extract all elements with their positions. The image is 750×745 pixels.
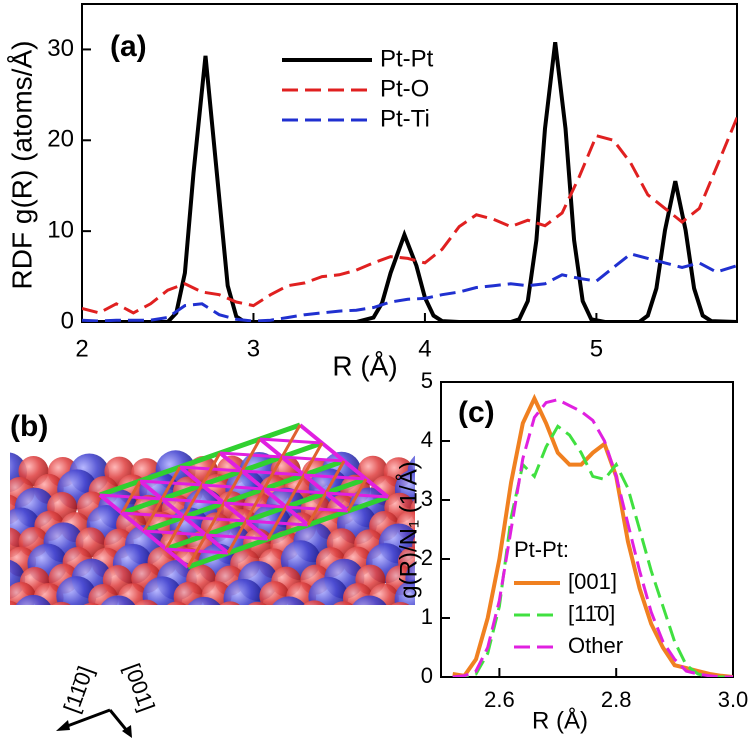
atom: [10, 600, 19, 605]
lattice-bond: [324, 460, 346, 494]
lattice-bond: [120, 480, 142, 514]
x-axis-label: R (Å): [332, 350, 397, 381]
lattice-bond: [346, 478, 368, 512]
y-tick-label: 3: [421, 486, 433, 511]
series-line: [452, 393, 733, 677]
legend-label: [001]: [568, 569, 617, 594]
structure-image: [10, 422, 460, 605]
legend-title: Pt-Pt:: [514, 537, 569, 562]
atom: [420, 505, 460, 545]
x-tick-label: 2.8: [601, 687, 632, 712]
x-tick-label: 3.0: [718, 687, 749, 712]
atom: [391, 601, 410, 605]
atom: [167, 601, 187, 605]
atom: [134, 599, 158, 605]
series-line: [452, 398, 733, 677]
y-tick-label: 20: [47, 126, 74, 153]
y-tick-label: 2: [421, 545, 433, 570]
legend-label: Other: [568, 633, 623, 658]
x-tick-label: 2.6: [484, 687, 515, 712]
atom: [15, 594, 51, 605]
arrow-head: [56, 720, 70, 731]
y-tick-label: 1: [421, 604, 433, 629]
chart: 2 3 4 5 0 10 20 30 R (Å) RDF g(R) (atoms/Å) Pt-Pt P…: [6, 3, 738, 381]
lattice-bond: [164, 516, 186, 550]
lattice-bond: [306, 492, 328, 526]
lattice-bond: [262, 456, 284, 490]
direction-arrows: [11̄0] [001]: [56, 660, 160, 738]
atom: [173, 581, 204, 605]
atom: [272, 596, 306, 605]
panel-label: (b): [10, 410, 48, 443]
direction-label: [001]: [119, 660, 159, 715]
arrow-head: [122, 725, 132, 738]
chart: 2.6 2.8 3.0 0 1 2 3 4 5 R (Å) g(R)/N₁ (1/Å) Pt-Pt: […: [394, 368, 748, 735]
atom: [52, 601, 71, 605]
lattice-bond: [302, 442, 324, 476]
lattice-bond: [204, 502, 226, 536]
x-axis-label: R (Å): [532, 706, 588, 734]
lattice-bond: [240, 438, 262, 472]
atom: [248, 601, 267, 605]
lattice-bond: [244, 488, 266, 522]
y-tick-label: 30: [47, 35, 74, 62]
legend-label: Pt-O: [380, 75, 429, 102]
lattice-bond: [200, 452, 222, 486]
lattice-bond: [182, 484, 204, 518]
lattice-bond: [266, 506, 288, 540]
atom: [220, 601, 240, 605]
atom: [56, 576, 97, 605]
legend-label: Pt-Ti: [380, 105, 430, 132]
arrow: [61, 708, 111, 730]
y-tick-label: 0: [421, 663, 433, 688]
atom: [303, 600, 326, 605]
atom: [352, 595, 387, 605]
atom: [223, 578, 264, 605]
lattice-bond: [165, 476, 367, 552]
x-tick-label: 2: [75, 335, 88, 362]
lattice-bond: [222, 470, 244, 504]
series-line: [82, 117, 737, 315]
atom: [142, 576, 183, 605]
y-tick-label: 5: [421, 368, 433, 393]
atom: [333, 601, 354, 605]
legend-label: [11̄0]: [568, 601, 615, 626]
lattice-bond: [284, 474, 306, 508]
atom: [188, 596, 221, 605]
y-tick-label: 0: [61, 307, 74, 334]
lattice-bond: [226, 520, 248, 554]
series-line: [82, 252, 737, 322]
atom: [259, 581, 290, 605]
atom: [308, 576, 349, 605]
atom: [101, 595, 136, 605]
arrow: [108, 709, 130, 733]
plot-frame: [440, 381, 734, 678]
y-tick-label: 4: [421, 427, 433, 452]
x-tick-label: 4: [418, 335, 431, 362]
series-line: [82, 41, 737, 322]
direction-label: [11̄0]: [59, 663, 99, 716]
plot-frame: [81, 3, 738, 323]
panel-label: (a): [110, 30, 147, 63]
lattice-bond: [160, 466, 182, 500]
x-tick-label: 5: [590, 335, 603, 362]
legend-label: Pt-Pt: [380, 45, 434, 72]
lattice-bond: [186, 534, 208, 568]
atom: [83, 602, 100, 605]
lattice-bond: [99, 422, 301, 498]
y-tick-label: 10: [47, 216, 74, 243]
lattice-bond: [280, 424, 302, 458]
y-axis-label: RDF g(R) (atoms/Å): [6, 41, 37, 290]
lattice-bond: [121, 440, 323, 516]
y-axis-label: g(R)/N₁ (1/Å): [394, 461, 422, 598]
lattice-bond: [142, 498, 164, 532]
lattice-bond: [187, 494, 389, 570]
atom: [394, 579, 415, 605]
panel-label: (c): [458, 396, 495, 429]
lattice-bond: [143, 458, 345, 534]
x-tick-label: 3: [247, 335, 260, 362]
